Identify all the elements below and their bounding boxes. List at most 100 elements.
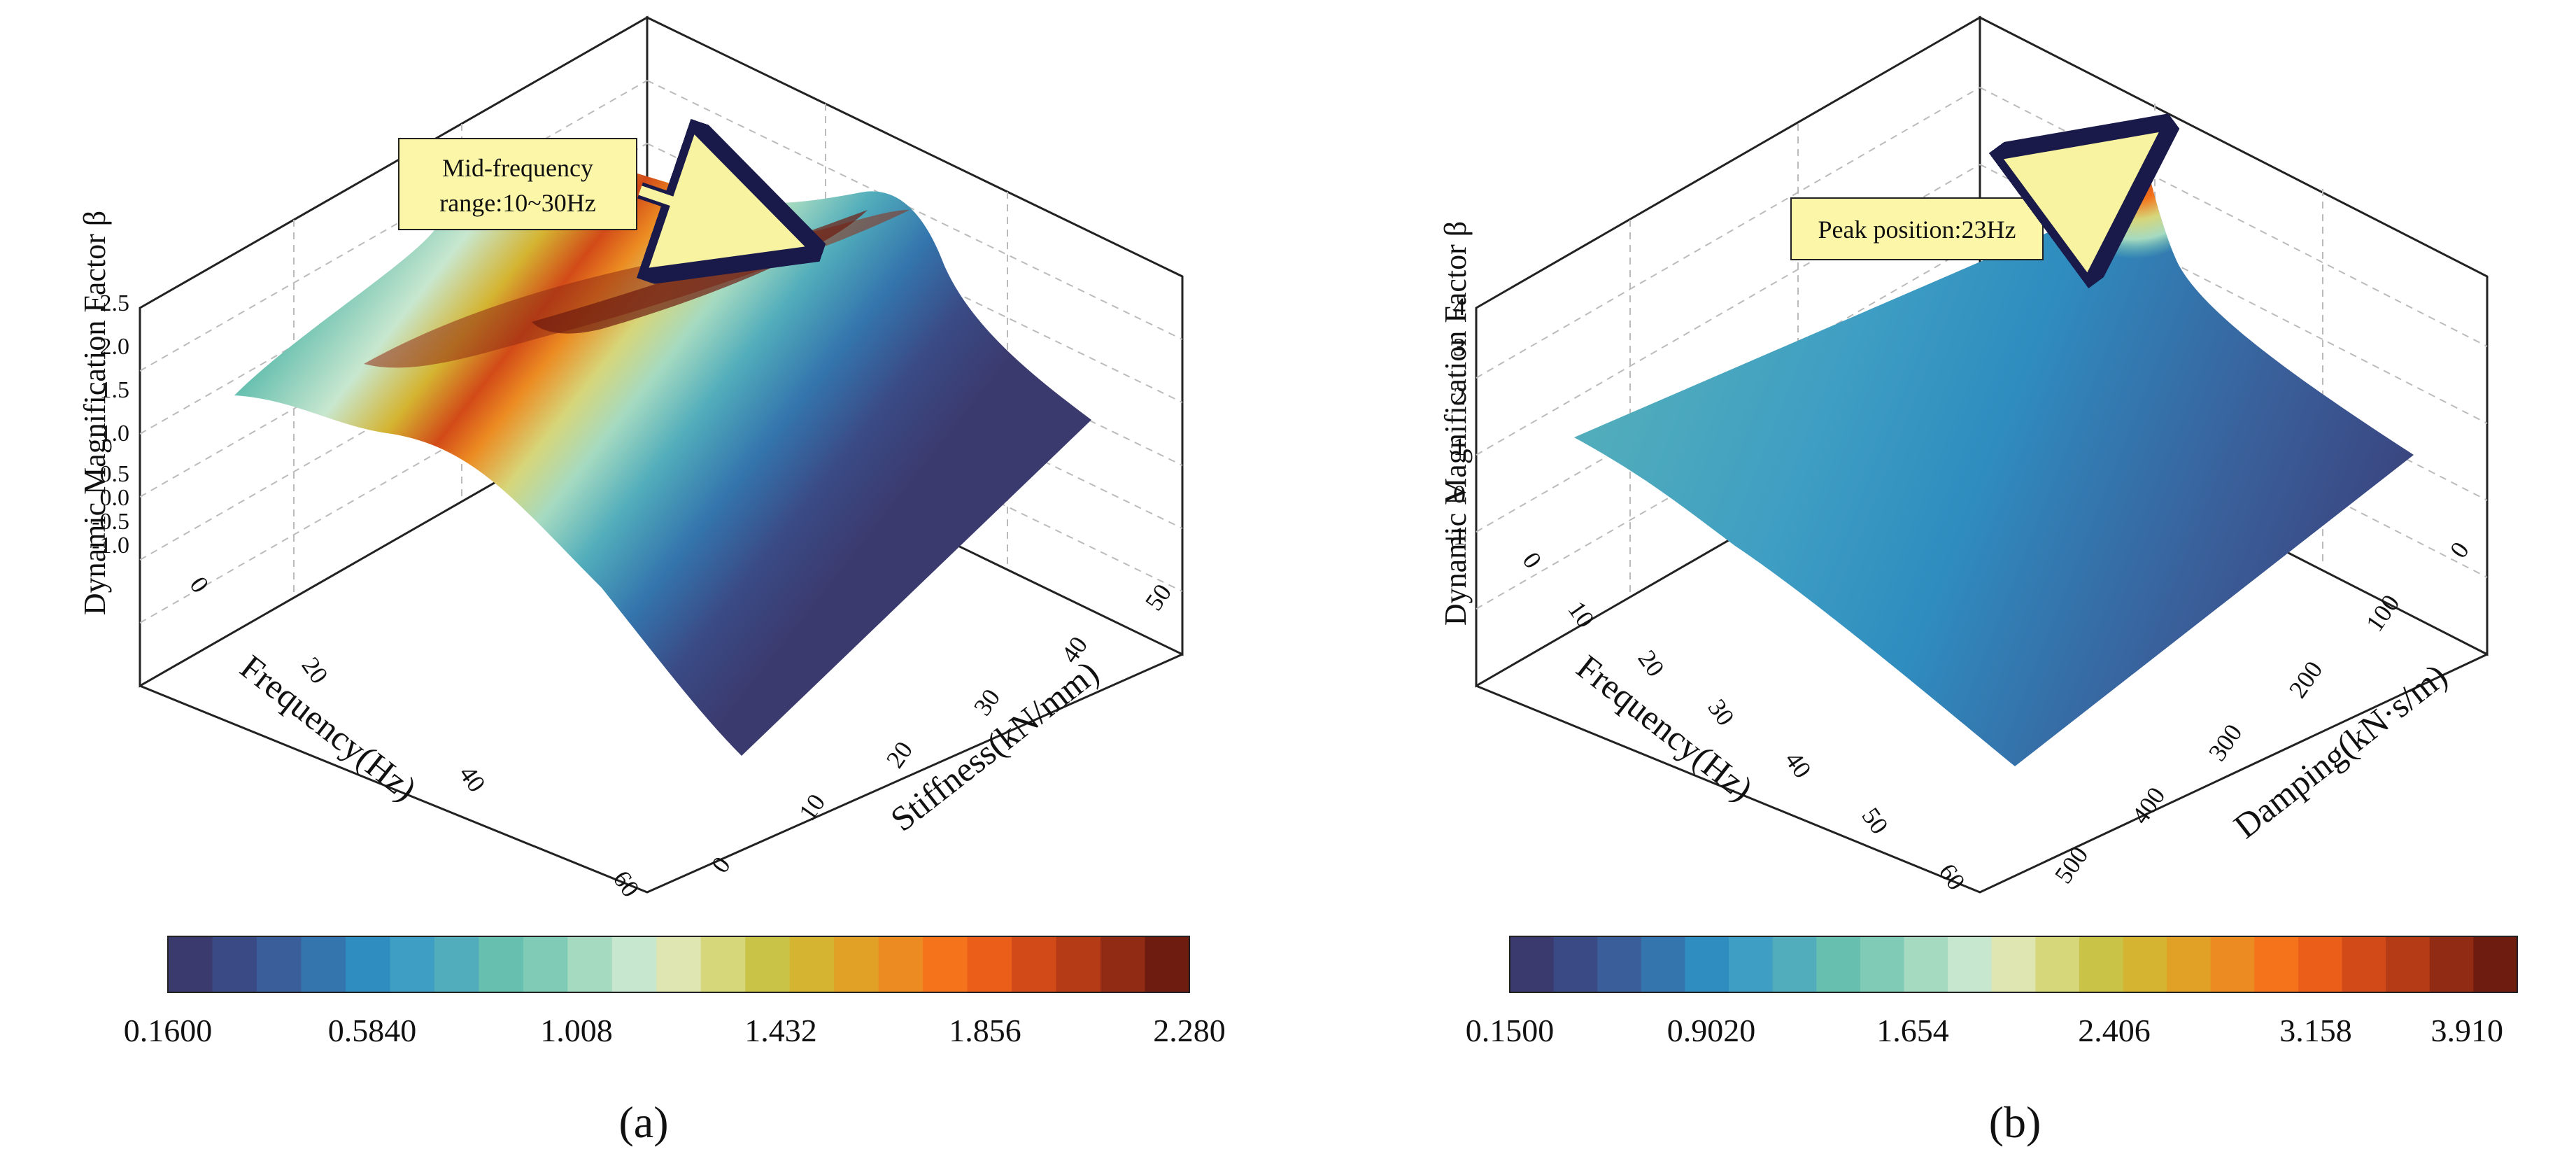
colorbar-swatch <box>2035 936 2080 992</box>
colorbar-swatch <box>745 936 791 992</box>
colorbar-swatch <box>390 936 435 992</box>
panel-a-label: (a) <box>618 1097 668 1147</box>
y-tick-label: 500 <box>2049 841 2094 888</box>
panel-a-annotation: Mid-frequency range:10~30Hz <box>398 138 759 231</box>
annotation-text: range:10~30Hz <box>439 189 595 217</box>
panel-a-z-label: Dynamic Magnification Factor β <box>78 211 112 615</box>
colorbar-swatches <box>168 936 1190 992</box>
colorbar-label: 1.856 <box>949 1013 1021 1048</box>
y-tick-label: 20 <box>881 736 918 773</box>
z-tick-label: 1 <box>1453 432 1466 460</box>
colorbar-label: 0.5840 <box>328 1013 417 1048</box>
z-tick-label: 2.5 <box>100 290 130 316</box>
colorbar-swatch <box>1510 936 1555 992</box>
z-tick-label: 3 <box>1453 333 1466 361</box>
z-tick-label: 0.0 <box>100 485 130 511</box>
z-tick-label: 0.5 <box>100 461 130 487</box>
x-tick-label: 50 <box>1856 803 1893 839</box>
panel-b: -1 0 1 2 3 4 Dynamic Magnification Facto… <box>1438 15 2518 1147</box>
colorbar-swatch <box>1056 936 1101 992</box>
colorbar-label: 3.158 <box>2279 1013 2352 1048</box>
colorbar-swatch <box>611 936 657 992</box>
colorbar-swatch <box>479 936 524 992</box>
colorbar-swatch <box>1553 936 1598 992</box>
z-tick-label: 2.0 <box>100 334 130 360</box>
colorbar-swatch <box>1729 936 1774 992</box>
colorbar-label: 0.1500 <box>1466 1013 1555 1048</box>
colorbar-swatch <box>2429 936 2474 992</box>
x-tick-label: 20 <box>1632 645 1669 682</box>
colorbar-swatch <box>301 936 346 992</box>
panel-a-y-label: Stiffness(kN/mm) <box>883 653 1105 839</box>
colorbar-label: 0.9020 <box>1667 1013 1756 1048</box>
colorbar-swatch <box>789 936 835 992</box>
colorbar-label: 1.654 <box>1876 1013 1949 1048</box>
colorbar-swatch <box>1641 936 1686 992</box>
colorbar-swatch <box>2473 936 2518 992</box>
x-tick-label: 60 <box>1933 859 1970 895</box>
panel-a-z-ticks: -1.0 -0.5 0.0 0.5 1.0 1.5 2.0 2.5 <box>92 290 129 558</box>
colorbar-swatch <box>1904 936 1948 992</box>
colorbar-label: 3.910 <box>2431 1013 2504 1048</box>
colorbar-label: 1.008 <box>540 1013 613 1048</box>
colorbar-label: 1.432 <box>744 1013 817 1048</box>
colorbar-swatch <box>1948 936 1993 992</box>
colorbar-swatch <box>2298 936 2343 992</box>
y-tick-label: 200 <box>2284 656 2328 703</box>
colorbar-swatch <box>1145 936 1190 992</box>
colorbar-swatch <box>1012 936 1057 992</box>
panel-b-y-label: Damping(kN·s/m) <box>2226 656 2454 846</box>
annotation-text: Peak position:23Hz <box>1818 216 2016 244</box>
colorbar-label: 0.1600 <box>124 1013 213 1048</box>
colorbar-swatch <box>345 936 390 992</box>
panel-a: -1.0 -0.5 0.0 0.5 1.0 1.5 2.0 2.5 Dynami… <box>78 15 1226 1147</box>
colorbar-swatch <box>1685 936 1729 992</box>
colorbar-swatch <box>523 936 568 992</box>
colorbar-swatch <box>834 936 879 992</box>
x-tick-label: 40 <box>453 761 490 797</box>
z-tick-label: 1.0 <box>100 421 130 446</box>
z-tick-label: -1 <box>1445 522 1466 550</box>
x-tick-label: 30 <box>1702 694 1739 731</box>
colorbar-swatch <box>1860 936 1905 992</box>
colorbar-swatch <box>2123 936 2167 992</box>
panel-b-z-ticks: -1 0 1 2 3 4 <box>1445 293 1466 550</box>
annotation-box <box>398 138 637 230</box>
colorbar-swatch <box>923 936 968 992</box>
colorbar-swatch <box>2079 936 2124 992</box>
colorbar-swatch <box>1816 936 1861 992</box>
z-tick-label: -0.5 <box>92 509 129 535</box>
colorbar-swatch <box>1991 936 2036 992</box>
y-tick-label: 400 <box>2126 782 2171 829</box>
annotation-text: Mid-frequency <box>442 154 593 182</box>
z-tick-label: 1.5 <box>100 377 130 403</box>
y-tick-label: 10 <box>793 789 830 825</box>
panel-b-colorbar: 0.1500 0.9020 1.654 2.406 3.158 3.910 <box>1466 936 2518 1048</box>
colorbar-swatch <box>656 936 702 992</box>
z-tick-label: 0 <box>1453 480 1466 508</box>
panel-b-x-label: Frequency(Hz) <box>1569 647 1760 808</box>
colorbar-label: 2.280 <box>1153 1013 1226 1048</box>
colorbar-label: 2.406 <box>2078 1013 2151 1048</box>
colorbar-swatches <box>1510 936 2518 992</box>
colorbar-swatch <box>168 936 213 992</box>
z-tick-label: 2 <box>1453 382 1466 410</box>
colorbar-swatch <box>1772 936 1817 992</box>
colorbar-swatch <box>2254 936 2299 992</box>
colorbar-swatch <box>256 936 302 992</box>
colorbar-swatch <box>1101 936 1146 992</box>
colorbar-swatch <box>567 936 613 992</box>
panel-b-z-label: Dynamic Magnification Factor β <box>1438 221 1473 626</box>
z-tick-label: 4 <box>1453 293 1466 321</box>
y-tick-label: 30 <box>968 684 1005 720</box>
x-tick-label: 60 <box>607 866 644 902</box>
colorbar-swatch <box>967 936 1012 992</box>
colorbar-swatch <box>700 936 746 992</box>
z-tick-label: -1.0 <box>92 533 129 558</box>
y-tick-label: 300 <box>2203 719 2248 766</box>
colorbar-swatch <box>1597 936 1642 992</box>
panel-a-colorbar: 0.1600 0.5840 1.008 1.432 1.856 2.280 <box>124 936 1226 1048</box>
x-tick-label: 40 <box>1779 747 1816 783</box>
colorbar-swatch <box>2386 936 2430 992</box>
